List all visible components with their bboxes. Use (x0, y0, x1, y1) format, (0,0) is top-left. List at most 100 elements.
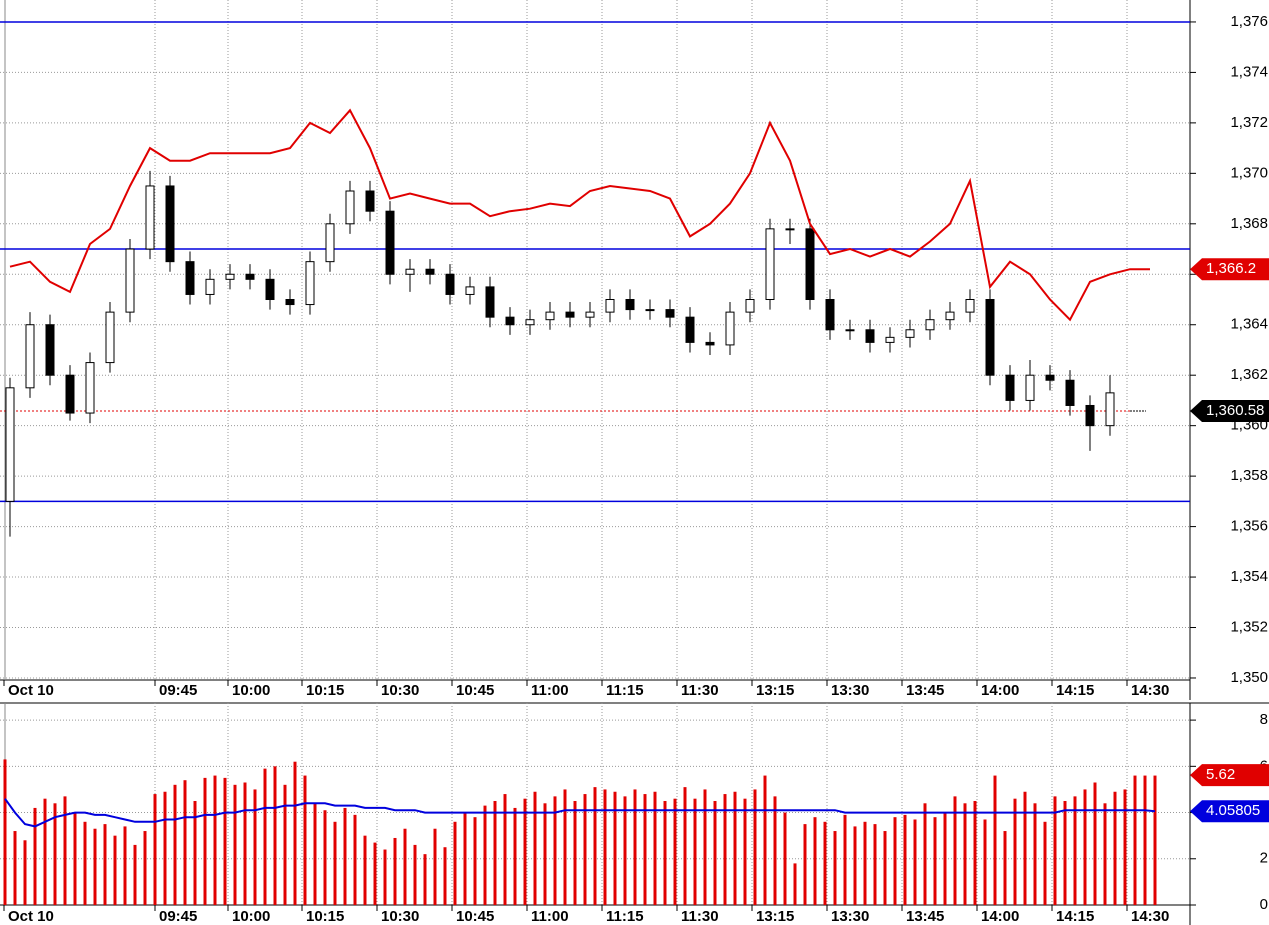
candle-body (645, 309, 655, 312)
candle-body (205, 278, 215, 295)
bar (723, 794, 727, 905)
bar (1123, 789, 1127, 905)
bar (363, 835, 367, 905)
bar (1153, 775, 1157, 905)
candle-body (265, 278, 275, 301)
bar (963, 803, 967, 905)
average-line (4, 798, 1156, 828)
bar (243, 782, 247, 905)
bar (653, 791, 657, 905)
x-tick-label: 11:00 (531, 908, 569, 925)
candle-body (745, 299, 755, 313)
candle-body (925, 319, 935, 331)
bar (163, 791, 167, 905)
bar (423, 854, 427, 905)
y-tick-label: 1,352 (1230, 618, 1268, 635)
candle-body (1085, 404, 1095, 427)
x-tick-label: 13:30 (831, 908, 869, 925)
bar (893, 817, 897, 905)
candle-body (1045, 374, 1055, 381)
candle-body (1065, 379, 1075, 406)
bar (223, 777, 227, 905)
bar (463, 812, 467, 905)
x-tick-label: 09:45 (159, 908, 197, 925)
bar (733, 791, 737, 905)
bar (683, 787, 687, 905)
bar (573, 800, 577, 905)
bar (993, 775, 997, 905)
candle-body (445, 273, 455, 295)
bar (773, 796, 777, 905)
bar (93, 828, 97, 905)
y-tick-label: 1,362 (1230, 366, 1268, 383)
candle-body (1025, 374, 1035, 401)
candle-body (785, 228, 795, 231)
x-tick-label: 13:45 (906, 908, 944, 925)
x-tick-label: 10:45 (456, 908, 494, 925)
bar (693, 798, 697, 905)
bar (863, 821, 867, 905)
price-tag (1190, 764, 1269, 787)
y-tick-label: 1,356 (1230, 518, 1268, 535)
candle-body (625, 299, 635, 311)
y-tick-label: 1,372 (1230, 114, 1268, 131)
y-tick-label: 1,374 (1230, 63, 1268, 80)
x-tick-label: 09:45 (159, 682, 197, 699)
candle-body (905, 329, 915, 338)
bar (673, 798, 677, 905)
bar (143, 831, 147, 905)
candle-body (865, 329, 875, 343)
x-tick-label: 13:15 (756, 908, 794, 925)
bar (1053, 796, 1057, 905)
candle-body (825, 299, 835, 331)
bar (1103, 803, 1107, 905)
candle-body (685, 316, 695, 343)
bar (763, 775, 767, 905)
candle-body (85, 362, 95, 414)
x-tick-label: 14:30 (1131, 682, 1169, 699)
bar (213, 775, 217, 905)
bar (113, 835, 117, 905)
bar (263, 768, 267, 905)
bar (253, 789, 257, 905)
candle-body (405, 268, 415, 275)
candle-body (25, 324, 35, 389)
y-tick-label: 1,354 (1230, 568, 1268, 585)
bar (643, 794, 647, 905)
bar (1143, 775, 1147, 905)
bar (783, 812, 787, 905)
bar (33, 807, 37, 905)
candle-body (985, 299, 995, 376)
bar (553, 796, 557, 905)
candle-body (185, 261, 195, 295)
bar (343, 807, 347, 905)
bar (853, 826, 857, 905)
bar (873, 824, 877, 905)
bar (53, 803, 57, 905)
x-tick-label: Oct 10 (8, 682, 54, 699)
bar (713, 800, 717, 905)
bar (403, 828, 407, 905)
bar (183, 780, 187, 905)
bar (953, 796, 957, 905)
bar (883, 831, 887, 905)
bar (543, 803, 547, 905)
bar (973, 800, 977, 905)
bar (413, 844, 417, 905)
x-tick-label: 14:15 (1056, 908, 1094, 925)
bar (323, 810, 327, 905)
bar (373, 842, 377, 905)
candle-body (305, 261, 315, 306)
bar (933, 817, 937, 905)
candle-body (605, 299, 615, 313)
bar (273, 766, 277, 905)
candle-body (285, 299, 295, 306)
candle-body (485, 286, 495, 318)
candle-body (245, 273, 255, 280)
bar (923, 803, 927, 905)
candle-body (525, 319, 535, 326)
y-tick-label: 1,368 (1230, 215, 1268, 232)
x-tick-label: 13:45 (906, 682, 944, 699)
candle-body (505, 316, 515, 326)
